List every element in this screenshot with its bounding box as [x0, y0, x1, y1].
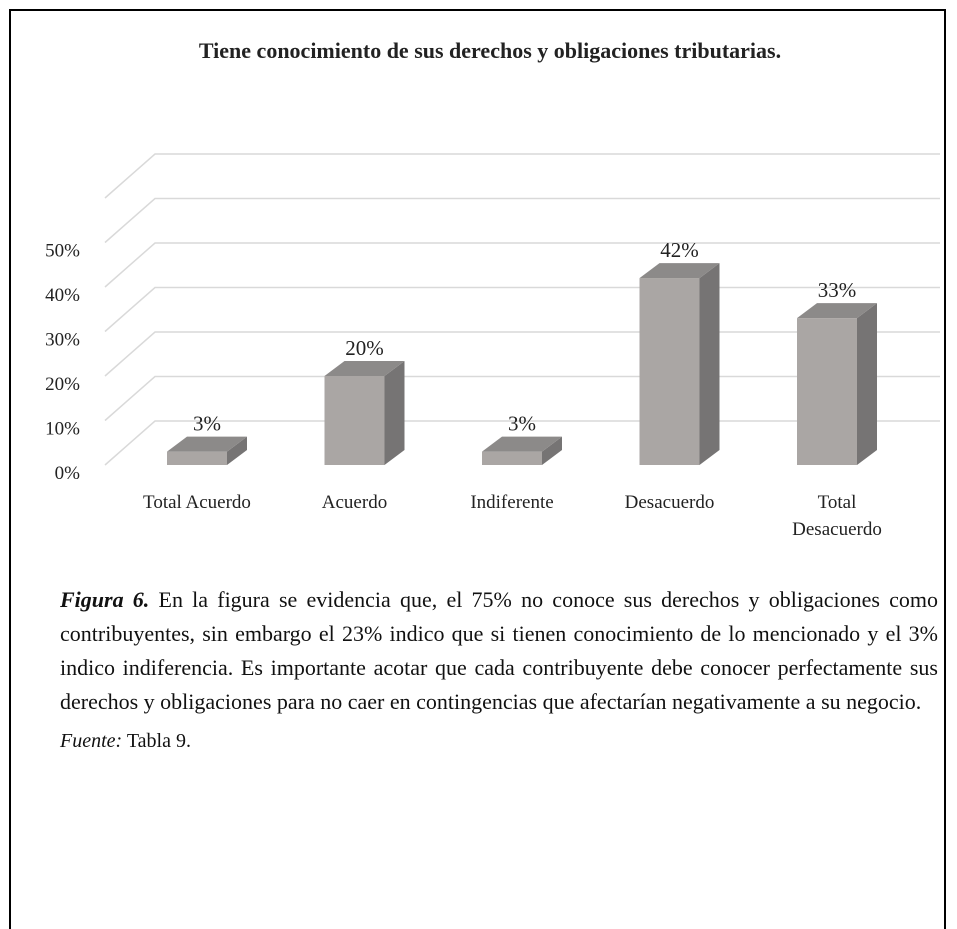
x-tick-label: Indiferente	[470, 492, 553, 513]
bar	[167, 451, 227, 465]
bar-side	[699, 263, 720, 465]
figure-frame	[9, 9, 946, 929]
bar-top	[639, 263, 720, 279]
bar-side	[857, 303, 877, 465]
bar-side	[227, 436, 247, 465]
value-label: 33%	[818, 278, 857, 302]
bar	[482, 451, 542, 465]
y-tick-label: 40%	[45, 285, 80, 306]
bar-top	[324, 361, 405, 376]
bar	[797, 318, 857, 465]
x-tick-label: Total Desacuerdo	[792, 492, 882, 540]
source: Fuente: Tabla 9.	[60, 730, 191, 753]
grid-line	[104, 242, 940, 288]
caption: Figura 6. En la figura se evidencia que,…	[60, 583, 938, 719]
caption-text: En la figura se evidencia que, el 75% no…	[60, 587, 939, 714]
y-tick-label: 30%	[45, 330, 80, 351]
y-tick-label: 0%	[55, 463, 81, 484]
value-label: 42%	[660, 238, 699, 262]
bar-top	[167, 436, 247, 452]
grid-line	[104, 153, 940, 199]
bar-top	[482, 436, 562, 452]
x-tick-label: Desacuerdo	[625, 492, 715, 513]
bar-top	[797, 303, 877, 319]
y-tick-label: 50%	[45, 241, 80, 262]
x-tick-label: Total Acuerdo	[143, 492, 251, 513]
x-tick-label: Acuerdo	[322, 492, 387, 513]
bar	[324, 376, 385, 465]
value-label: 20%	[345, 336, 384, 360]
chart-title: Tiene conocimiento de sus derechos y obl…	[199, 38, 781, 63]
y-tick-label: 20%	[45, 374, 80, 395]
grid-line	[104, 197, 940, 244]
bar-side	[542, 436, 562, 465]
y-tick-label: 10%	[45, 419, 80, 440]
bar	[639, 278, 700, 465]
source-text: Tabla 9.	[126, 730, 191, 752]
value-label: 3%	[508, 412, 536, 436]
caption-label: Figura 6.	[60, 587, 150, 612]
value-label: 3%	[193, 412, 221, 436]
bar-side	[384, 361, 405, 465]
source-label: Fuente:	[60, 730, 123, 752]
